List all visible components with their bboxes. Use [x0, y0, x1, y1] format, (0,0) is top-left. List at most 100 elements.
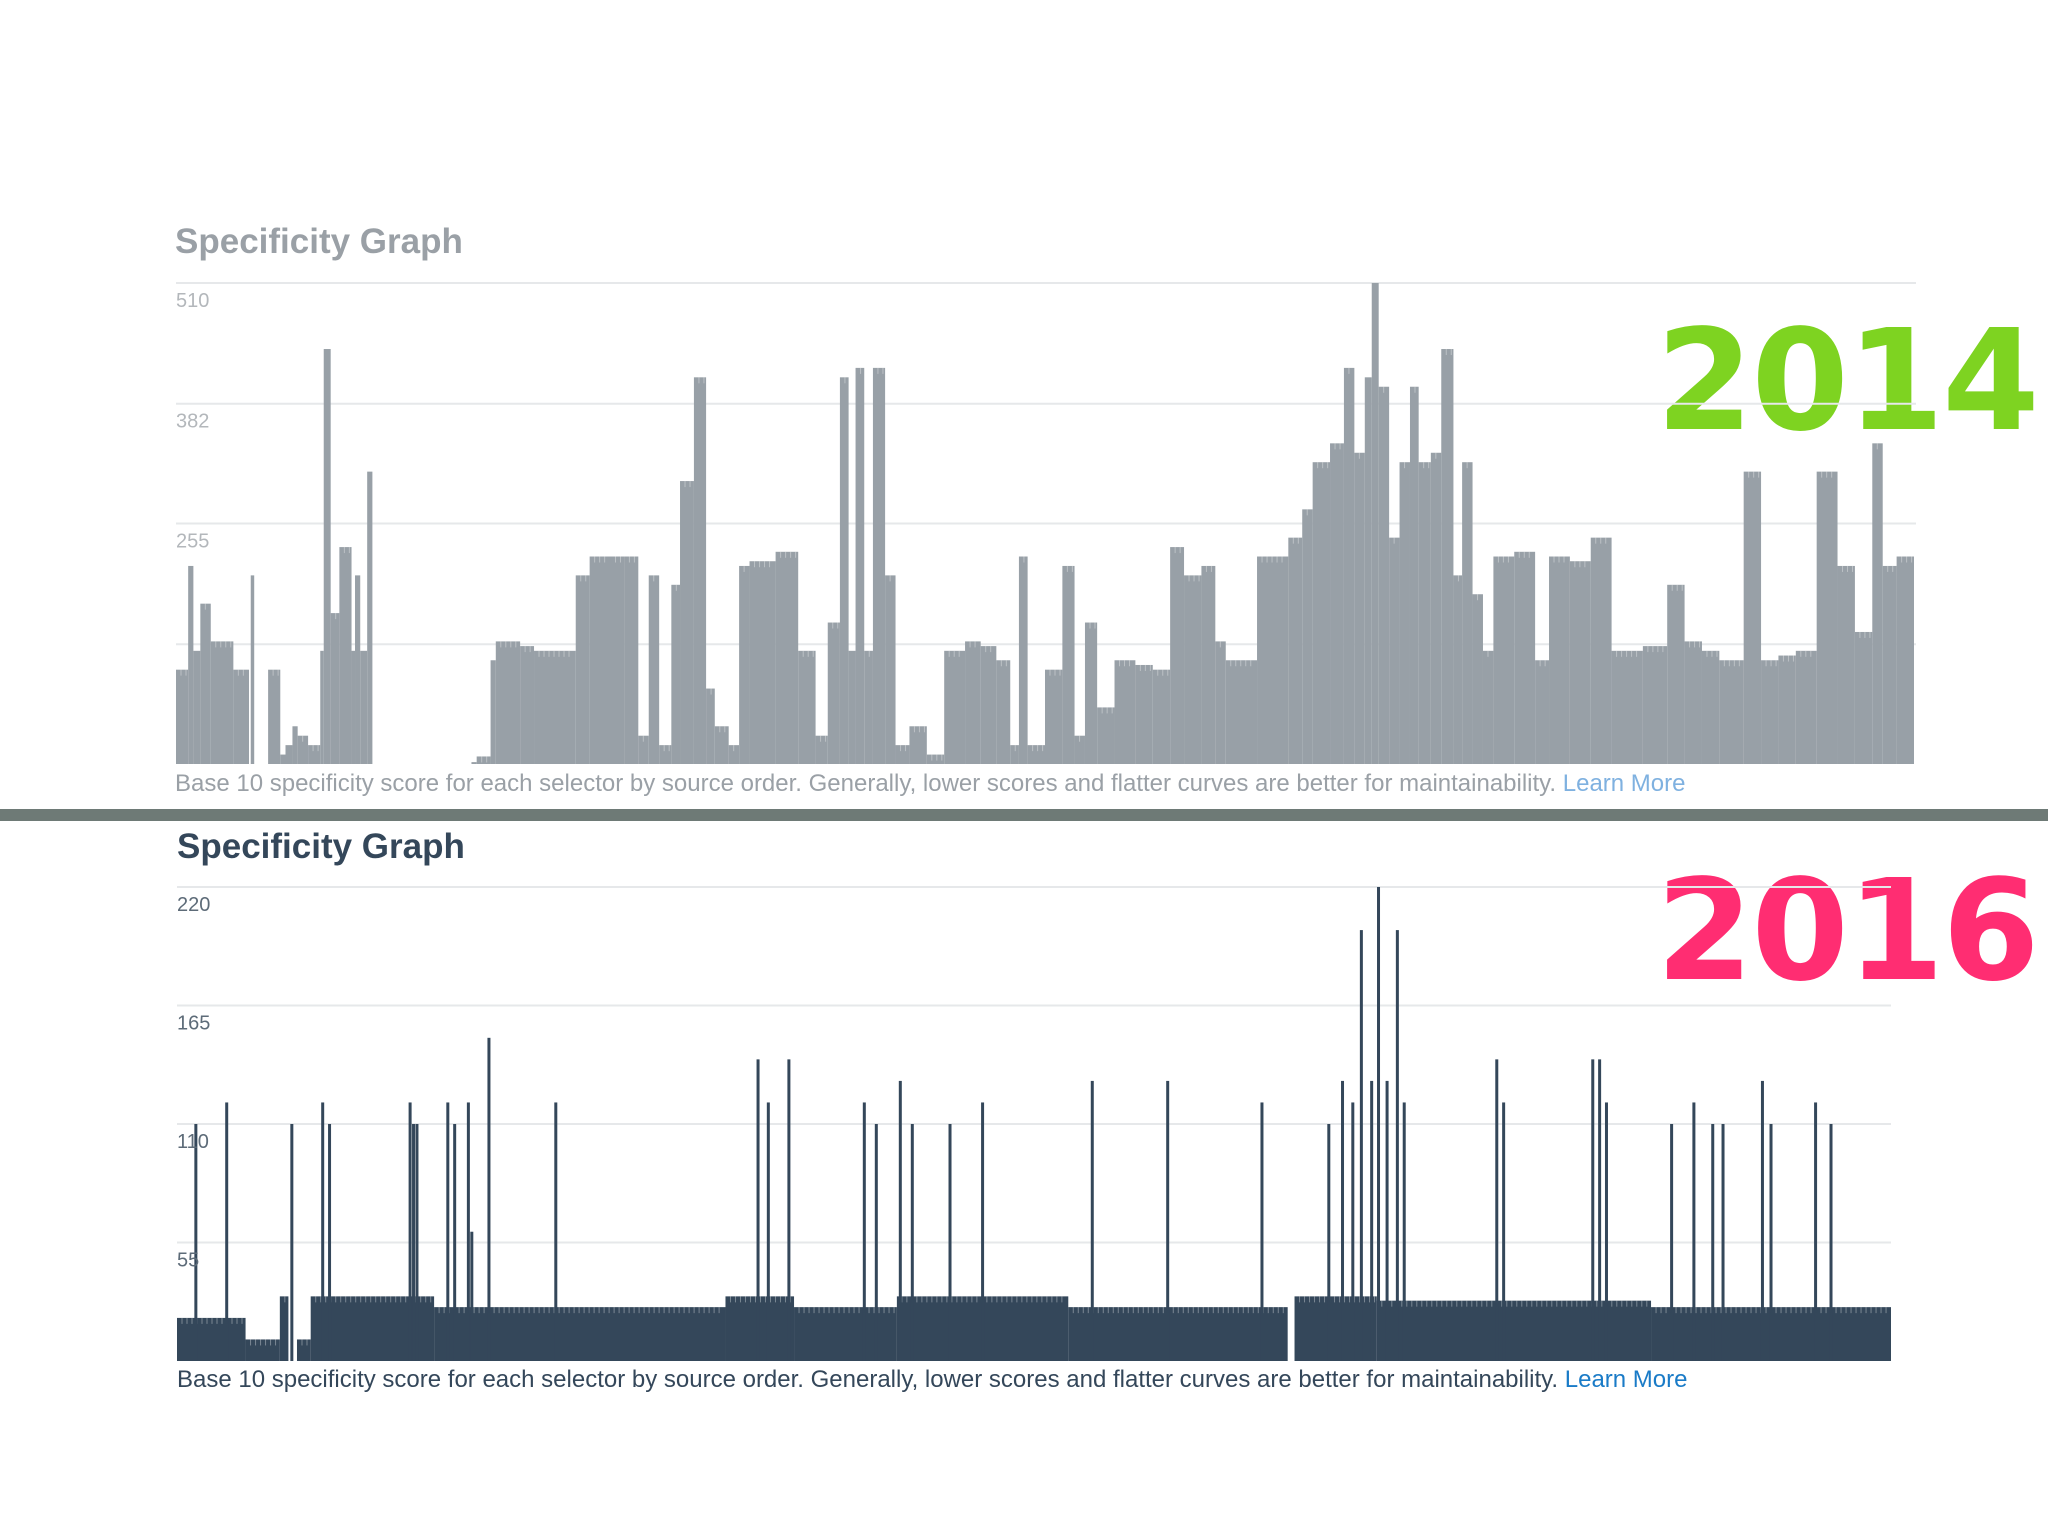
spike-2016 — [1359, 930, 1363, 1361]
caption-text-2014: Base 10 specificity score for each selec… — [175, 770, 1557, 797]
bar-2014 — [1611, 650, 1643, 764]
bar-2014 — [855, 367, 865, 764]
bar-2014 — [367, 471, 373, 764]
bar-2014 — [476, 756, 491, 764]
spike-2016 — [470, 1231, 474, 1361]
bar-2014 — [1097, 707, 1115, 764]
spike-2016 — [1377, 887, 1381, 1361]
bar-2014 — [895, 745, 910, 764]
bar-2014 — [1074, 735, 1085, 764]
bar-2014 — [775, 551, 799, 764]
spike-2016 — [487, 1037, 491, 1361]
bar-2014 — [1215, 641, 1226, 764]
spike-2016 — [874, 1124, 878, 1361]
spike-2016 — [466, 1102, 470, 1361]
bar-2014 — [1761, 660, 1779, 764]
bar-2014 — [1409, 386, 1419, 764]
bar-2014 — [839, 377, 849, 764]
graph-caption-2016: Base 10 specificity score for each selec… — [177, 1366, 1687, 1394]
bar-2014 — [671, 584, 681, 764]
bar-2014 — [320, 650, 324, 764]
bar-2016 — [1376, 1300, 1652, 1361]
bar-2014 — [1684, 641, 1702, 764]
learn-more-link-2014[interactable]: Learn More — [1562, 770, 1686, 797]
spike-2016 — [408, 1102, 412, 1361]
spike-2016 — [1395, 930, 1399, 1361]
spike-2016 — [1591, 1059, 1595, 1361]
bar-2014 — [280, 754, 286, 764]
bar-2014 — [1837, 565, 1855, 764]
bar-2014 — [1482, 650, 1494, 764]
bar-2014 — [1184, 575, 1202, 764]
bar-2014 — [926, 754, 945, 764]
spike-2016 — [1670, 1124, 1674, 1361]
bar-2014 — [1430, 452, 1442, 764]
caption-text-2016: Base 10 specificity score for each selec… — [177, 1366, 1559, 1393]
bar-2014 — [1778, 655, 1796, 764]
bar-2014 — [749, 561, 776, 764]
bar-2014 — [210, 641, 234, 764]
bar-2014 — [1027, 745, 1045, 764]
spike-2016 — [554, 1102, 558, 1361]
learn-more-link-2016[interactable]: Learn More — [1564, 1366, 1688, 1393]
bar-2014 — [1642, 646, 1668, 764]
spike-2016 — [766, 1102, 770, 1361]
spike-2016 — [225, 1102, 229, 1361]
section-divider — [0, 809, 2048, 821]
bar-2014 — [1472, 594, 1483, 764]
bar-2014 — [1225, 660, 1258, 764]
bar-2014 — [1135, 664, 1153, 764]
spike-2016 — [1495, 1059, 1499, 1361]
y-tick-label-2014: 382 — [176, 411, 209, 433]
bar-2014 — [1371, 283, 1379, 764]
bar-2014 — [308, 745, 321, 764]
bar-2014 — [624, 556, 639, 764]
spike-2016 — [756, 1059, 760, 1361]
bar-2014 — [965, 641, 981, 764]
spike-2016 — [1341, 1080, 1345, 1361]
bar-2014 — [268, 669, 281, 764]
spike-2016 — [948, 1124, 952, 1361]
spike-2016 — [453, 1124, 457, 1361]
spike-2016 — [415, 1124, 419, 1361]
bar-2014 — [1701, 650, 1720, 764]
graph-caption-2014: Base 10 specificity score for each selec… — [175, 770, 1685, 798]
spike-2016 — [1402, 1102, 1406, 1361]
bar-2014 — [589, 556, 611, 764]
bar-2014 — [798, 650, 816, 764]
spike-2016 — [1502, 1102, 1506, 1361]
spike-2016 — [1721, 1124, 1725, 1361]
bar-2014 — [330, 613, 340, 764]
bar-2014 — [233, 669, 249, 764]
spike-2016 — [1711, 1124, 1715, 1361]
bar-2014 — [638, 735, 649, 764]
bar-2014 — [292, 726, 298, 764]
bar-2014 — [996, 660, 1011, 764]
bar-2014 — [1882, 565, 1897, 764]
bar-2014 — [1389, 537, 1400, 764]
bar-2014 — [1743, 471, 1762, 764]
bar-2014 — [1816, 471, 1838, 764]
bar-2014 — [1201, 565, 1216, 764]
bar-2014 — [827, 622, 840, 764]
bar-2014 — [1719, 660, 1744, 764]
bar-2016 — [1294, 1296, 1377, 1361]
y-tick-label-2016: 110 — [177, 1131, 209, 1153]
bar-2014 — [534, 650, 576, 764]
spike-2016 — [194, 1124, 198, 1361]
bar-2014 — [575, 575, 590, 764]
year-label-2016: 2016 — [1656, 850, 2040, 1013]
bar-2016 — [245, 1339, 280, 1361]
bar-2016 — [1068, 1307, 1288, 1361]
bar-2014 — [815, 735, 828, 764]
spike-2016 — [1090, 1080, 1094, 1361]
bar-2014 — [490, 660, 496, 764]
spike-2016 — [290, 1124, 294, 1361]
bar-2014 — [885, 575, 896, 764]
spike-2016 — [862, 1102, 866, 1361]
bar-2014 — [1569, 561, 1591, 764]
bar-2014 — [1854, 631, 1873, 764]
bar-2014 — [1354, 452, 1365, 764]
bar-2014 — [1896, 556, 1914, 764]
spike-2016 — [1598, 1059, 1602, 1361]
